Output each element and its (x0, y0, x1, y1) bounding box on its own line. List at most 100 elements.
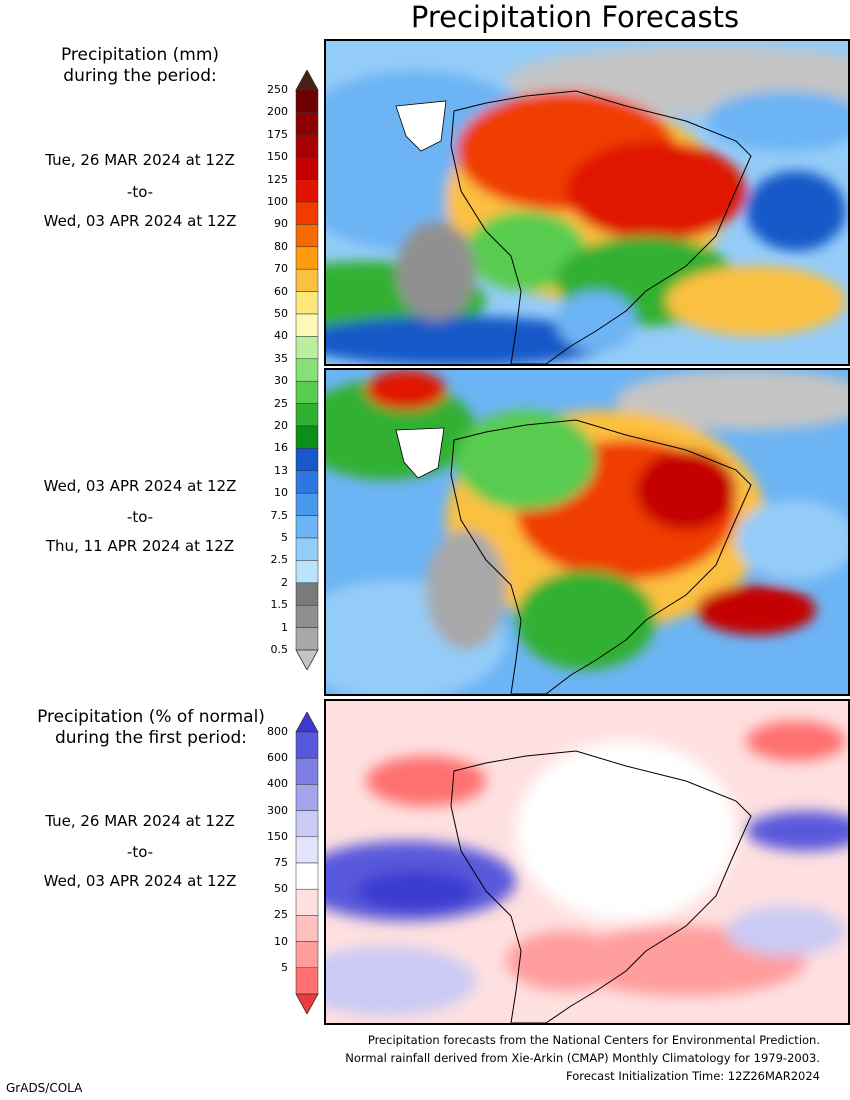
percent-normal-tick-label: 150 (267, 829, 288, 843)
footer-line-source: Precipitation forecasts from the Nationa… (367, 1033, 820, 1047)
percent-normal-color-segment (295, 784, 319, 811)
precip-mm-tick-label: 10 (274, 486, 288, 500)
precip-mm-underflow-triangle (295, 649, 319, 670)
percent-normal-color-segment (295, 915, 319, 942)
precip-legend-header: Precipitation (mm) during the period: (20, 45, 260, 87)
precip-mm-color-segment (295, 604, 319, 628)
precip-mm-color-segment (295, 560, 319, 584)
precip-mm-tick-label: 16 (274, 441, 288, 455)
precip-mm-color-segment (295, 336, 319, 360)
precip-mm-tick-label: 80 (274, 239, 288, 253)
precip-mm-color-segment (295, 358, 319, 382)
percent-normal-color-segment (295, 757, 319, 785)
percent-normal-tick-label: 25 (274, 908, 288, 922)
precip-mm-color-segment (295, 492, 319, 516)
credit-label: GrADS/COLA (6, 1081, 83, 1095)
precip-mm-color-segment (295, 582, 319, 606)
precip-mm-color-segment (295, 448, 319, 472)
precip-mm-overflow-triangle (295, 70, 319, 91)
percent-normal-tick-label: 50 (274, 882, 288, 896)
precip-mm-tick-label: 0.5 (270, 643, 289, 656)
precip-mm-color-segment (295, 627, 319, 651)
precip-mm-tick-label: 125 (267, 172, 288, 186)
precip-mm-tick-label: 40 (274, 329, 288, 343)
percent-normal-tick-label: 10 (274, 934, 288, 948)
percent-normal-tick-label: 800 (267, 725, 288, 738)
precip-mm-color-segment (295, 201, 319, 225)
percent-normal-tick-label: 5 (281, 960, 288, 974)
period2-end: Thu, 11 APR 2024 at 12Z (45, 537, 235, 555)
precip-mm-tick-label: 60 (274, 284, 288, 298)
percent-normal-color-segment (295, 862, 319, 890)
precip-mm-tick-label: 13 (274, 463, 288, 477)
precip-mm-color-segment (295, 403, 319, 427)
precip-mm-color-segment (295, 224, 319, 248)
period3-separator: -to- (126, 843, 154, 861)
percent-normal-color-segment (295, 810, 319, 838)
precip-legend-header-line2: during the period: (63, 66, 217, 86)
precip-mm-tick-label: 2 (281, 575, 288, 589)
precip-mm-color-segment (295, 89, 319, 113)
percent-normal-color-segment (295, 888, 319, 916)
period1-separator: -to- (126, 183, 154, 201)
precip-mm-tick-label: 25 (274, 396, 288, 410)
precip-mm-color-segment (295, 537, 319, 561)
period1-start: Tue, 26 MAR 2024 at 12Z (45, 151, 235, 169)
percent-legend-header: Precipitation (% of normal) during the f… (0, 707, 302, 749)
percent-normal-color-segment (295, 731, 319, 759)
precip-mm-color-segment (295, 425, 319, 449)
precip-mm-tick-label: 2.5 (270, 553, 289, 567)
page-title: Precipitation Forecasts (410, 0, 740, 34)
precip-mm-color-segment (295, 179, 319, 203)
period2-start: Wed, 03 APR 2024 at 12Z (43, 477, 237, 495)
percent-normal-tick-label: 300 (267, 803, 288, 817)
precip-mm-tick-label: 1 (281, 620, 288, 634)
percent-normal-underflow-triangle (295, 993, 319, 1014)
precip-mm-color-segment (295, 246, 319, 270)
percent-normal-overflow-triangle (295, 712, 319, 733)
percent-normal-color-segment (295, 941, 319, 969)
percent-legend-header-line2: during the first period: (54, 728, 248, 748)
precip-mm-color-segment (295, 268, 319, 292)
precip-mm-color-segment (295, 313, 319, 337)
footer-line-init-time: Forecast Initialization Time: 12Z26MAR20… (566, 1069, 820, 1083)
precip-map-period1 (324, 39, 850, 366)
period3-start: Tue, 26 MAR 2024 at 12Z (45, 812, 235, 830)
precip-mm-tick-label: 1.5 (270, 598, 289, 612)
precip-mm-tick-label: 250 (267, 83, 288, 96)
precip-mm-tick-label: 7.5 (270, 508, 289, 522)
percent-normal-colorbar (295, 712, 319, 1014)
footer-notes: Precipitation forecasts from the Nationa… (345, 1031, 820, 1085)
percent-normal-color-segment (295, 836, 319, 864)
percent-normal-tick-label: 400 (267, 777, 288, 791)
precip-mm-tick-label: 5 (281, 531, 288, 544)
precip-mm-tick-label: 150 (267, 150, 288, 164)
precip-mm-color-segment (295, 291, 319, 315)
precip-mm-color-segment (295, 112, 319, 136)
precip-mm-tick-label: 50 (274, 307, 288, 320)
precip-mm-colorbar (295, 70, 319, 670)
precip-mm-color-segment (295, 156, 319, 180)
precip-mm-color-segment (295, 515, 319, 539)
period3-end: Wed, 03 APR 2024 at 12Z (43, 872, 237, 890)
period2-separator: -to- (126, 508, 154, 526)
percent-legend-header-line1: Precipitation (% of normal) (37, 707, 265, 727)
percent-normal-tick-label: 75 (274, 856, 288, 869)
precip-mm-color-segment (295, 134, 319, 158)
precip-legend-header-line1: Precipitation (mm) (60, 45, 220, 65)
precip-mm-tick-label: 20 (274, 419, 288, 432)
precip-mm-tick-label: 100 (267, 195, 288, 208)
period1-end: Wed, 03 APR 2024 at 12Z (43, 212, 237, 230)
footer-line-climatology: Normal rainfall derived from Xie-Arkin (… (345, 1051, 820, 1065)
precip-mm-tick-label: 175 (267, 127, 288, 141)
precip-mm-tick-label: 200 (267, 105, 288, 119)
precip-mm-tick-label: 90 (274, 217, 288, 231)
precip-mm-tick-label: 35 (274, 351, 288, 365)
precip-mm-color-segment (295, 470, 319, 494)
percent-normal-color-segment (295, 967, 319, 995)
precip-mm-color-segment (295, 380, 319, 404)
precip-map-period2 (324, 368, 850, 696)
precip-mm-tick-label: 30 (274, 374, 288, 388)
percent-normal-map-period1 (324, 699, 850, 1025)
precip-mm-tick-label: 70 (274, 262, 288, 276)
